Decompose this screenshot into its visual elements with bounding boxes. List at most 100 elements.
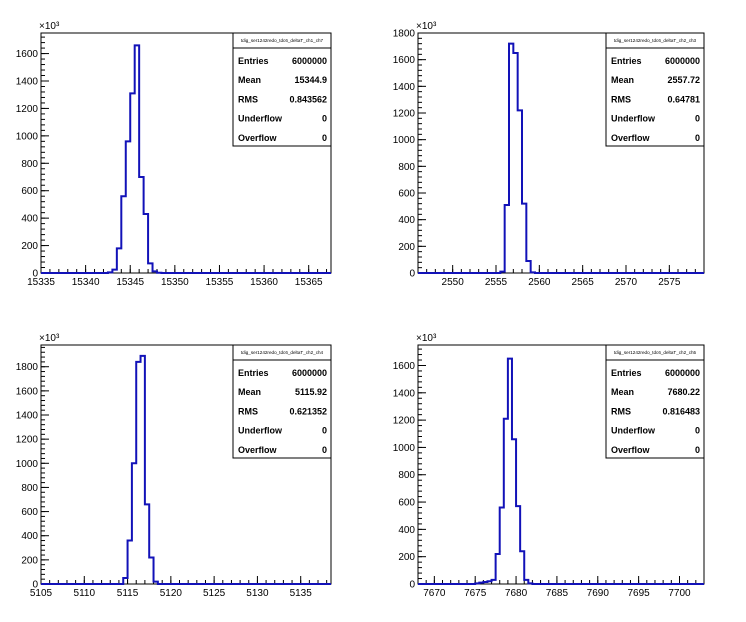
- histogram-line: [418, 357, 704, 585]
- stats-box: tdig_ser1242redo_tdc6_deltaT_ch2_ch5 Entr…: [605, 344, 705, 459]
- y-tick-label: 1200: [16, 104, 39, 115]
- y-tick-label: 1600: [16, 49, 39, 60]
- stats-value: 6000000: [292, 56, 327, 66]
- y-tick-label: 1600: [393, 55, 416, 66]
- x-tick-label: 7700: [668, 588, 691, 599]
- y-tick-label: 1800: [393, 29, 416, 40]
- y-tick-label: 1000: [393, 135, 416, 146]
- stats-value: 0: [322, 133, 327, 143]
- stats-label: Mean: [611, 387, 634, 397]
- stats-label: Mean: [238, 387, 261, 397]
- stats-box-frame: [232, 32, 332, 147]
- stats-title: tdig_ser1242redo_tdc6_deltaT_ch2_ch4: [241, 350, 324, 355]
- stats-value: 0: [695, 114, 700, 124]
- x-tick-label: 15345: [116, 277, 144, 288]
- x-tick-label: 2565: [572, 277, 595, 288]
- y-tick-label: 600: [398, 189, 415, 200]
- x-tick-label: 15355: [206, 277, 234, 288]
- axis-exponent-label: ×10³: [416, 21, 437, 32]
- stats-label: Entries: [238, 56, 269, 66]
- stats-label: Entries: [238, 368, 269, 378]
- stats-value: 0: [322, 426, 327, 436]
- x-tick-label: 5120: [160, 588, 183, 599]
- y-tick-label: 200: [398, 242, 415, 253]
- stats-value: 6000000: [292, 368, 327, 378]
- histogram-panel-1: 15335 15340 15345 15350 15355 15360 15365 0 200 4…: [16, 21, 332, 288]
- histogram-line: [41, 44, 331, 274]
- stats-value: 6000000: [665, 56, 700, 66]
- stats-value: 2557.72: [667, 75, 700, 85]
- y-tick-label: 1400: [16, 411, 39, 422]
- stats-value: 0.621352: [289, 406, 327, 416]
- stats-title: tdig_ser1242redo_tdc6_deltaT_ch1_ch7: [241, 38, 324, 43]
- stats-value: 0: [322, 114, 327, 124]
- stats-label: RMS: [238, 406, 258, 416]
- x-tick-label: 7670: [423, 588, 446, 599]
- y-tick-label: 800: [398, 162, 415, 173]
- x-tick-label: 2570: [615, 277, 638, 288]
- x-tick-label: 2550: [442, 277, 465, 288]
- stats-value: 0: [695, 445, 700, 455]
- stats-value: 0.816483: [662, 406, 700, 416]
- stats-label: Overflow: [238, 133, 278, 143]
- x-tick-label: 7675: [464, 588, 487, 599]
- stats-label: Overflow: [238, 445, 278, 455]
- y-tick-label: 600: [21, 507, 38, 518]
- y-tick-label: 1200: [393, 416, 416, 427]
- y-tick-label: 1600: [16, 386, 39, 397]
- y-tick-label: 0: [32, 580, 38, 591]
- x-tick-label: 7685: [546, 588, 569, 599]
- x-tick-label: 2575: [658, 277, 681, 288]
- stats-title: tdig_ser1242redo_tdc6_deltaT_ch2_ch5: [614, 350, 697, 355]
- stats-value: 0: [695, 133, 700, 143]
- y-tick-label: 1400: [393, 388, 416, 399]
- y-tick-label: 400: [21, 214, 38, 225]
- stats-value: 15344.9: [294, 75, 327, 85]
- y-tick-label: 1200: [16, 435, 39, 446]
- y-tick-label: 0: [409, 580, 415, 591]
- x-tick-label: 2560: [528, 277, 551, 288]
- histogram-line: [418, 42, 704, 274]
- stats-label: RMS: [611, 406, 631, 416]
- stats-box-frame: [605, 344, 705, 459]
- x-tick-label: 15360: [250, 277, 278, 288]
- y-tick-label: 800: [398, 470, 415, 481]
- histogram-line: [41, 354, 331, 585]
- histogram-panel-2: 2550 2555 2560 2565 2570 2575 0 200 400 600 800 100…: [393, 21, 705, 288]
- stats-box-frame: [232, 344, 332, 459]
- stats-value: 7680.22: [667, 387, 700, 397]
- stats-box: tdig_ser1242redo_tdc6_deltaT_ch1_ch7 Entr…: [232, 32, 332, 147]
- stats-box: tdig_ser1242redo_tdc6_deltaT_ch2_ch3 Entr…: [605, 32, 705, 147]
- y-tick-label: 200: [398, 552, 415, 563]
- y-tick-label: 200: [21, 241, 38, 252]
- stats-value: 0: [322, 445, 327, 455]
- y-tick-label: 1800: [16, 362, 39, 373]
- y-tick-label: 1000: [393, 443, 416, 454]
- stats-box: tdig_ser1242redo_tdc6_deltaT_ch2_ch4 Entr…: [232, 344, 332, 459]
- x-tick-label: 15340: [72, 277, 100, 288]
- y-tick-label: 1000: [16, 131, 39, 142]
- stats-value: 0.843562: [289, 94, 327, 104]
- stats-title: tdig_ser1242redo_tdc6_deltaT_ch2_ch3: [614, 38, 697, 43]
- stats-label: Underflow: [611, 426, 656, 436]
- x-tick-label: 5110: [74, 588, 96, 599]
- stats-label: Entries: [611, 56, 642, 66]
- x-tick-label: 7695: [628, 588, 651, 599]
- x-tick-label: 5105: [30, 588, 53, 599]
- stats-label: Mean: [238, 75, 261, 85]
- y-tick-label: 600: [398, 498, 415, 509]
- y-tick-label: 1600: [393, 361, 416, 372]
- x-tick-label: 15365: [295, 277, 323, 288]
- stats-label: Entries: [611, 368, 642, 378]
- axis-exponent-label: ×10³: [39, 333, 60, 344]
- stats-value: 0: [695, 426, 700, 436]
- x-tick-label: 5115: [117, 588, 139, 599]
- stats-label: Underflow: [238, 114, 283, 124]
- stats-label: Underflow: [238, 426, 283, 436]
- y-tick-label: 400: [21, 531, 38, 542]
- stats-value: 0.64781: [667, 94, 700, 104]
- y-tick-label: 200: [21, 555, 38, 566]
- y-tick-label: 0: [32, 269, 38, 280]
- stats-label: Overflow: [611, 445, 651, 455]
